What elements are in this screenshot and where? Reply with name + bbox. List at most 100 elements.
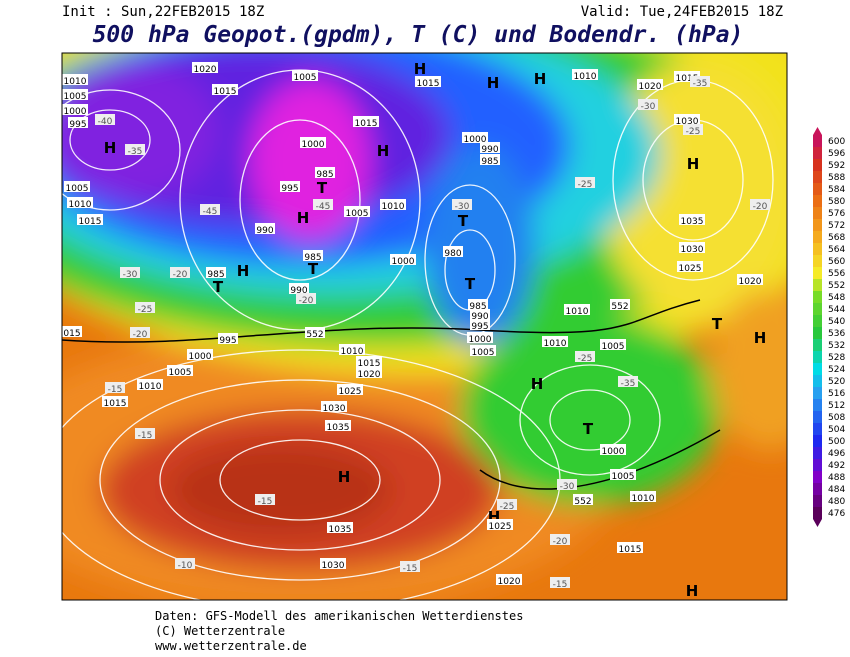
contour-label: 1015 [417, 79, 440, 89]
label-box [62, 74, 88, 85]
contour-label: 985 [304, 253, 321, 263]
colorbar-label: 552 [828, 281, 845, 291]
label-box [320, 558, 346, 569]
contour-label: 1005 [346, 209, 369, 219]
colorbar-swatch [813, 363, 822, 375]
contour-label: 990 [471, 312, 488, 322]
contour-label: -25 [686, 127, 701, 137]
pressure-center: H [686, 582, 699, 600]
contour-label: 1015 [104, 399, 127, 409]
contour-label: -35 [128, 147, 143, 157]
contour-label: 1005 [294, 73, 317, 83]
contour-label: 1015 [214, 87, 237, 97]
label-box [683, 124, 703, 135]
contour-label: 1005 [66, 184, 89, 194]
colorbar-swatch [813, 171, 822, 183]
colorbar-swatch [813, 351, 822, 363]
pressure-center: H [487, 74, 500, 92]
label-box [344, 206, 370, 217]
pressure-center: T [213, 278, 224, 296]
contour-label: -15 [108, 385, 123, 395]
label-box [68, 117, 88, 128]
contour-label: -20 [173, 270, 188, 280]
label-box [170, 267, 190, 278]
contour-label: 1030 [323, 404, 346, 414]
colorbar-swatch [813, 147, 822, 159]
label-box [618, 376, 638, 387]
label-box [305, 327, 325, 338]
contour-label: 1010 [139, 382, 162, 392]
colorbar-swatch [813, 159, 822, 171]
colorbar-label: 524 [828, 365, 845, 375]
pressure-center: H [377, 142, 390, 160]
contour-label: 1035 [327, 423, 350, 433]
label-box [62, 89, 88, 100]
label-box [255, 494, 275, 505]
contour-label: 1010 [64, 77, 87, 87]
contour-label: 1020 [739, 277, 762, 287]
label-box [303, 250, 323, 261]
contour-label: 1020 [358, 370, 381, 380]
contour-label: 1035 [329, 525, 352, 535]
contour-label: -25 [578, 180, 593, 190]
contour-label: 995 [281, 184, 298, 194]
contour-label: 1020 [194, 65, 217, 75]
label-box [95, 114, 115, 125]
contour-label: -20 [299, 296, 314, 306]
colorbar-label: 484 [828, 485, 845, 495]
contour-label: 1000 [189, 352, 212, 362]
contour-label: -30 [455, 202, 470, 212]
colorbar-swatch [813, 411, 822, 423]
contour-label: -15 [138, 431, 153, 441]
label-box [496, 574, 522, 585]
colorbar-label: 596 [828, 149, 845, 159]
contour-label: 1000 [602, 447, 625, 457]
label-box [130, 327, 150, 338]
pressure-center: H [534, 70, 547, 88]
label-box [289, 283, 309, 294]
contour-label: -35 [621, 379, 636, 389]
contour-label: -30 [560, 482, 575, 492]
colorbar-swatch [813, 339, 822, 351]
colorbar-swatch [813, 279, 822, 291]
colorbar-swatch [813, 327, 822, 339]
contour-label: 015 [63, 329, 80, 339]
contour-label: 995 [69, 120, 86, 130]
label-box [674, 114, 700, 125]
contour-label: 1015 [676, 74, 699, 84]
contour-label: -20 [753, 202, 768, 212]
label-box [610, 299, 630, 310]
map: 1010 1005 1000 995 -40 H -35 1020 1005 1015 1015 H H… [62, 53, 787, 600]
pressure-center: H [338, 468, 351, 486]
label-box [135, 302, 155, 313]
label-box [617, 542, 643, 553]
label-box [610, 469, 636, 480]
contour-label: -40 [98, 117, 113, 127]
contour-label: 990 [290, 286, 307, 296]
colorbar-label: 576 [828, 209, 845, 219]
contour-label: 1010 [341, 347, 364, 357]
colorbar-swatch [813, 495, 822, 507]
pressure-center: H [687, 155, 700, 173]
pressure-center: T [458, 212, 469, 230]
footer-line: (C) Wetterzentrale [155, 624, 285, 638]
colorbar-swatch [813, 135, 822, 147]
contour-label: -15 [553, 580, 568, 590]
contour-label: 1030 [681, 245, 704, 255]
contour-label: 1030 [676, 117, 699, 127]
label-box [212, 84, 238, 95]
contour-label: 1020 [498, 577, 521, 587]
contour-label: 995 [219, 336, 236, 346]
label-box [480, 154, 500, 165]
contour-label: 1015 [619, 545, 642, 555]
label-box [573, 494, 593, 505]
label-box [557, 479, 577, 490]
map-frame [61, 52, 788, 601]
label-box [353, 116, 379, 127]
colorbar-swatch [813, 435, 822, 447]
colorbar-arrow [813, 127, 822, 135]
colorbar-label: 540 [828, 317, 845, 327]
footer-line: Daten: GFS-Modell des amerikanischen Wet… [155, 609, 523, 623]
pressure-center: T [308, 260, 319, 278]
contour-label: 1015 [355, 119, 378, 129]
